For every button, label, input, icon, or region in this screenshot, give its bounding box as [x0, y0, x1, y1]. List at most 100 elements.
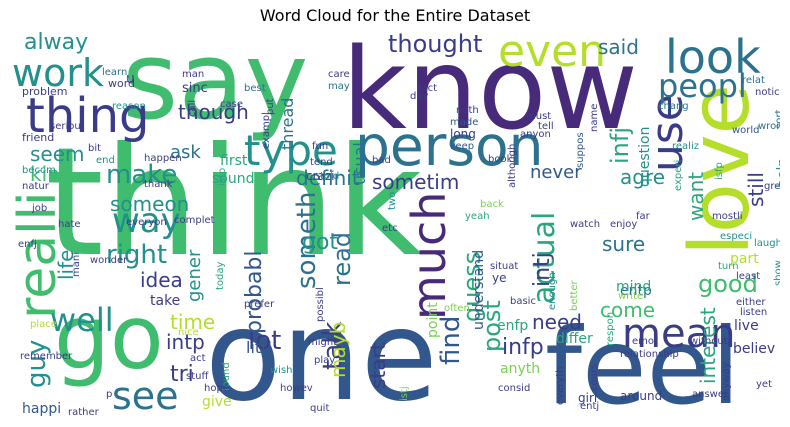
cloud-word-take: take [150, 293, 181, 309]
cloud-word-right: right [106, 240, 168, 270]
cloud-word-rather: rather [68, 407, 99, 418]
cloud-word-much: much [402, 191, 456, 320]
cloud-word-prefer: prefer [244, 299, 275, 310]
cloud-word-watch: watch [570, 219, 601, 230]
cloud-word-might: might [308, 337, 338, 348]
cloud-word-look: look [665, 32, 761, 84]
cloud-word-ask: ask [170, 142, 201, 163]
cloud-word-relat: relat [742, 75, 765, 86]
cloud-word-show: show [773, 260, 780, 286]
cloud-word-made: made [450, 117, 479, 128]
cloud-word-sure: sure [602, 232, 646, 256]
cloud-word-thing: thing [26, 88, 150, 144]
cloud-word-wish: wish [270, 365, 293, 376]
cloud-word-nice: nice [178, 327, 199, 338]
cloud-word-etc: etc [382, 223, 398, 234]
cloud-word-emot: emot [632, 336, 658, 347]
cloud-word-understand: understand [471, 249, 487, 330]
cloud-word-agre: agre [620, 165, 666, 189]
cloud-word-seriou: seriou [50, 121, 81, 132]
cloud-word-job: job [32, 203, 48, 214]
cloud-word-man: man [182, 69, 205, 80]
cloud-word-good: good [698, 270, 758, 298]
cloud-word-respon: respon [605, 311, 616, 346]
cloud-word-reason: reason [112, 101, 146, 112]
cloud-word-peopl: peopl [658, 67, 747, 105]
cloud-word-place: place [30, 319, 57, 330]
cloud-word-happi: happi [22, 401, 62, 417]
cloud-word-experi: experi [673, 159, 684, 191]
cloud-word-anyth: anyth [500, 361, 541, 377]
cloud-word-especi: especi [720, 231, 753, 242]
cloud-word-tend: tend [310, 157, 333, 168]
cloud-word-today: today [215, 261, 226, 290]
cloud-word-first: first [220, 153, 248, 169]
cloud-word-girl: girl [578, 391, 598, 405]
cloud-word-possibl: possibl [315, 287, 326, 322]
cloud-word-make: make [106, 160, 178, 190]
cloud-word-person: person [355, 114, 544, 178]
cloud-word-question: question [637, 126, 653, 187]
cloud-word-must: must [526, 111, 552, 122]
cloud-word-wrong: wrong [758, 121, 780, 132]
cloud-word-mind: mind [616, 279, 652, 295]
cloud-word-definit: definit [296, 166, 360, 190]
cloud-word-problem: problem [22, 85, 68, 98]
cloud-word-enfj: enfj [18, 239, 37, 250]
cloud-word-thread: thread [278, 97, 297, 150]
cloud-word-consid: consid [498, 383, 531, 394]
cloud-word-alway: alway [24, 32, 89, 55]
cloud-word-lot: lot [248, 326, 282, 356]
cloud-word-world: world [732, 125, 760, 136]
cloud-word-p: p [106, 389, 113, 400]
cloud-word-thank: thank [144, 179, 173, 190]
cloud-word-write: write [618, 291, 644, 302]
cloud-word-said: said [598, 35, 639, 59]
cloud-word-bad: bad [372, 155, 391, 166]
cloud-word-two: two [387, 191, 398, 210]
cloud-word-entj: entj [580, 401, 600, 412]
cloud-word-suppos: suppos [575, 132, 586, 168]
cloud-word-back: back [480, 199, 504, 210]
cloud-word-hope: hope [204, 383, 229, 394]
cloud-word-realiz: realiz [672, 141, 699, 152]
cloud-word-natur: natur [22, 181, 49, 192]
cloud-word-exampl: exampl [261, 112, 272, 149]
cloud-word-fact: fact [418, 83, 438, 94]
cloud-word-sound: sound [212, 171, 255, 187]
cloud-word-better: better [569, 280, 580, 311]
cloud-word-best: best [244, 83, 266, 94]
cloud-word-gener: gener [184, 249, 205, 302]
cloud-word-sometim: sometim [372, 170, 460, 194]
cloud-word-still: still [744, 172, 768, 207]
cloud-word-want: want [684, 171, 708, 221]
cloud-word-infp: infp [502, 335, 544, 360]
cloud-word-name: name [589, 103, 600, 132]
cloud-word-turn: turn [718, 261, 739, 272]
cloud-word-least: least [736, 271, 761, 282]
cloud-word-seem: seem [30, 142, 85, 166]
cloud-word-go: go [54, 286, 164, 389]
cloud-word-call: call [187, 99, 198, 117]
cloud-word-type: type [244, 126, 338, 175]
cloud-word-complet: complet [174, 215, 215, 226]
cloud-word-point: point [425, 302, 441, 338]
cloud-word-give: give [202, 394, 232, 410]
cloud-word-live: live [734, 318, 759, 334]
cloud-word-becom: becom [22, 165, 56, 176]
cloud-word-relationship: relationship [620, 349, 679, 360]
cloud-word-yet: yet [756, 379, 772, 390]
word-cloud: think one know say feel love go person look even t… [10, 32, 780, 417]
cloud-word-tell: tell [538, 121, 554, 132]
cloud-word-tri: tri [170, 362, 194, 387]
cloud-word-someon: someon [110, 192, 190, 216]
cloud-word-howev: howev [280, 383, 313, 394]
cloud-word-find: find [436, 315, 466, 365]
cloud-word-feel: feel [545, 306, 741, 418]
cloud-word-great: great [764, 181, 780, 192]
cloud-word-believ: believ [733, 341, 776, 357]
cloud-word-need: need [532, 310, 582, 334]
cloud-word-chang: chang [658, 101, 689, 112]
cloud-word-istp: istp [217, 167, 228, 186]
cloud-word-answer: answer [692, 389, 729, 400]
